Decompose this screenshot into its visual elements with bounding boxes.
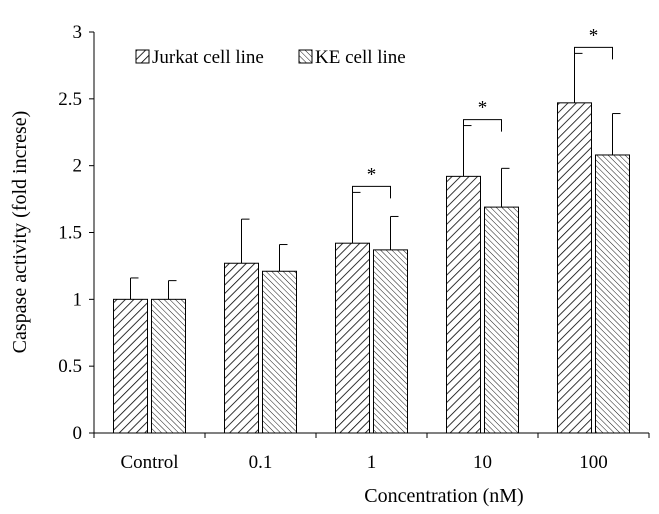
y-tick-label: 1 (73, 289, 83, 310)
bar (557, 102, 592, 434)
bar (262, 270, 297, 434)
legend-swatch (298, 49, 313, 64)
y-tick-label: 3 (73, 22, 83, 43)
bar (224, 262, 259, 434)
y-tick-label: 1.5 (58, 223, 82, 244)
bar (595, 154, 630, 434)
x-tick-label: 0.1 (249, 452, 273, 473)
significance-marker: * (478, 98, 488, 119)
bar (484, 206, 519, 434)
bar (113, 298, 148, 434)
y-axis-label: Caspase activity (fold increse) (9, 111, 31, 354)
legend-label: KE cell line (315, 47, 406, 68)
bar (335, 242, 370, 434)
significance-bracket (463, 119, 502, 132)
y-tick-label: 2.5 (58, 89, 82, 110)
significance-marker: * (367, 164, 377, 185)
x-tick-label: Control (120, 452, 178, 473)
x-axis-label: Concentration (nM) (364, 485, 523, 507)
y-tick-label: 2 (73, 156, 83, 177)
legend-swatch (135, 49, 150, 64)
bar (373, 249, 408, 434)
significance-bracket (352, 185, 391, 199)
x-tick-label: 100 (579, 452, 608, 473)
legend-label: Jurkat cell line (152, 47, 264, 68)
y-tick-label: 0.5 (58, 356, 82, 377)
x-tick-label: 10 (473, 452, 492, 473)
significance-bracket (574, 46, 613, 60)
significance-marker: * (589, 25, 599, 46)
y-tick-label: 0 (73, 423, 83, 444)
bar (446, 175, 481, 434)
x-tick-label: 1 (367, 452, 377, 473)
bar (151, 298, 186, 434)
